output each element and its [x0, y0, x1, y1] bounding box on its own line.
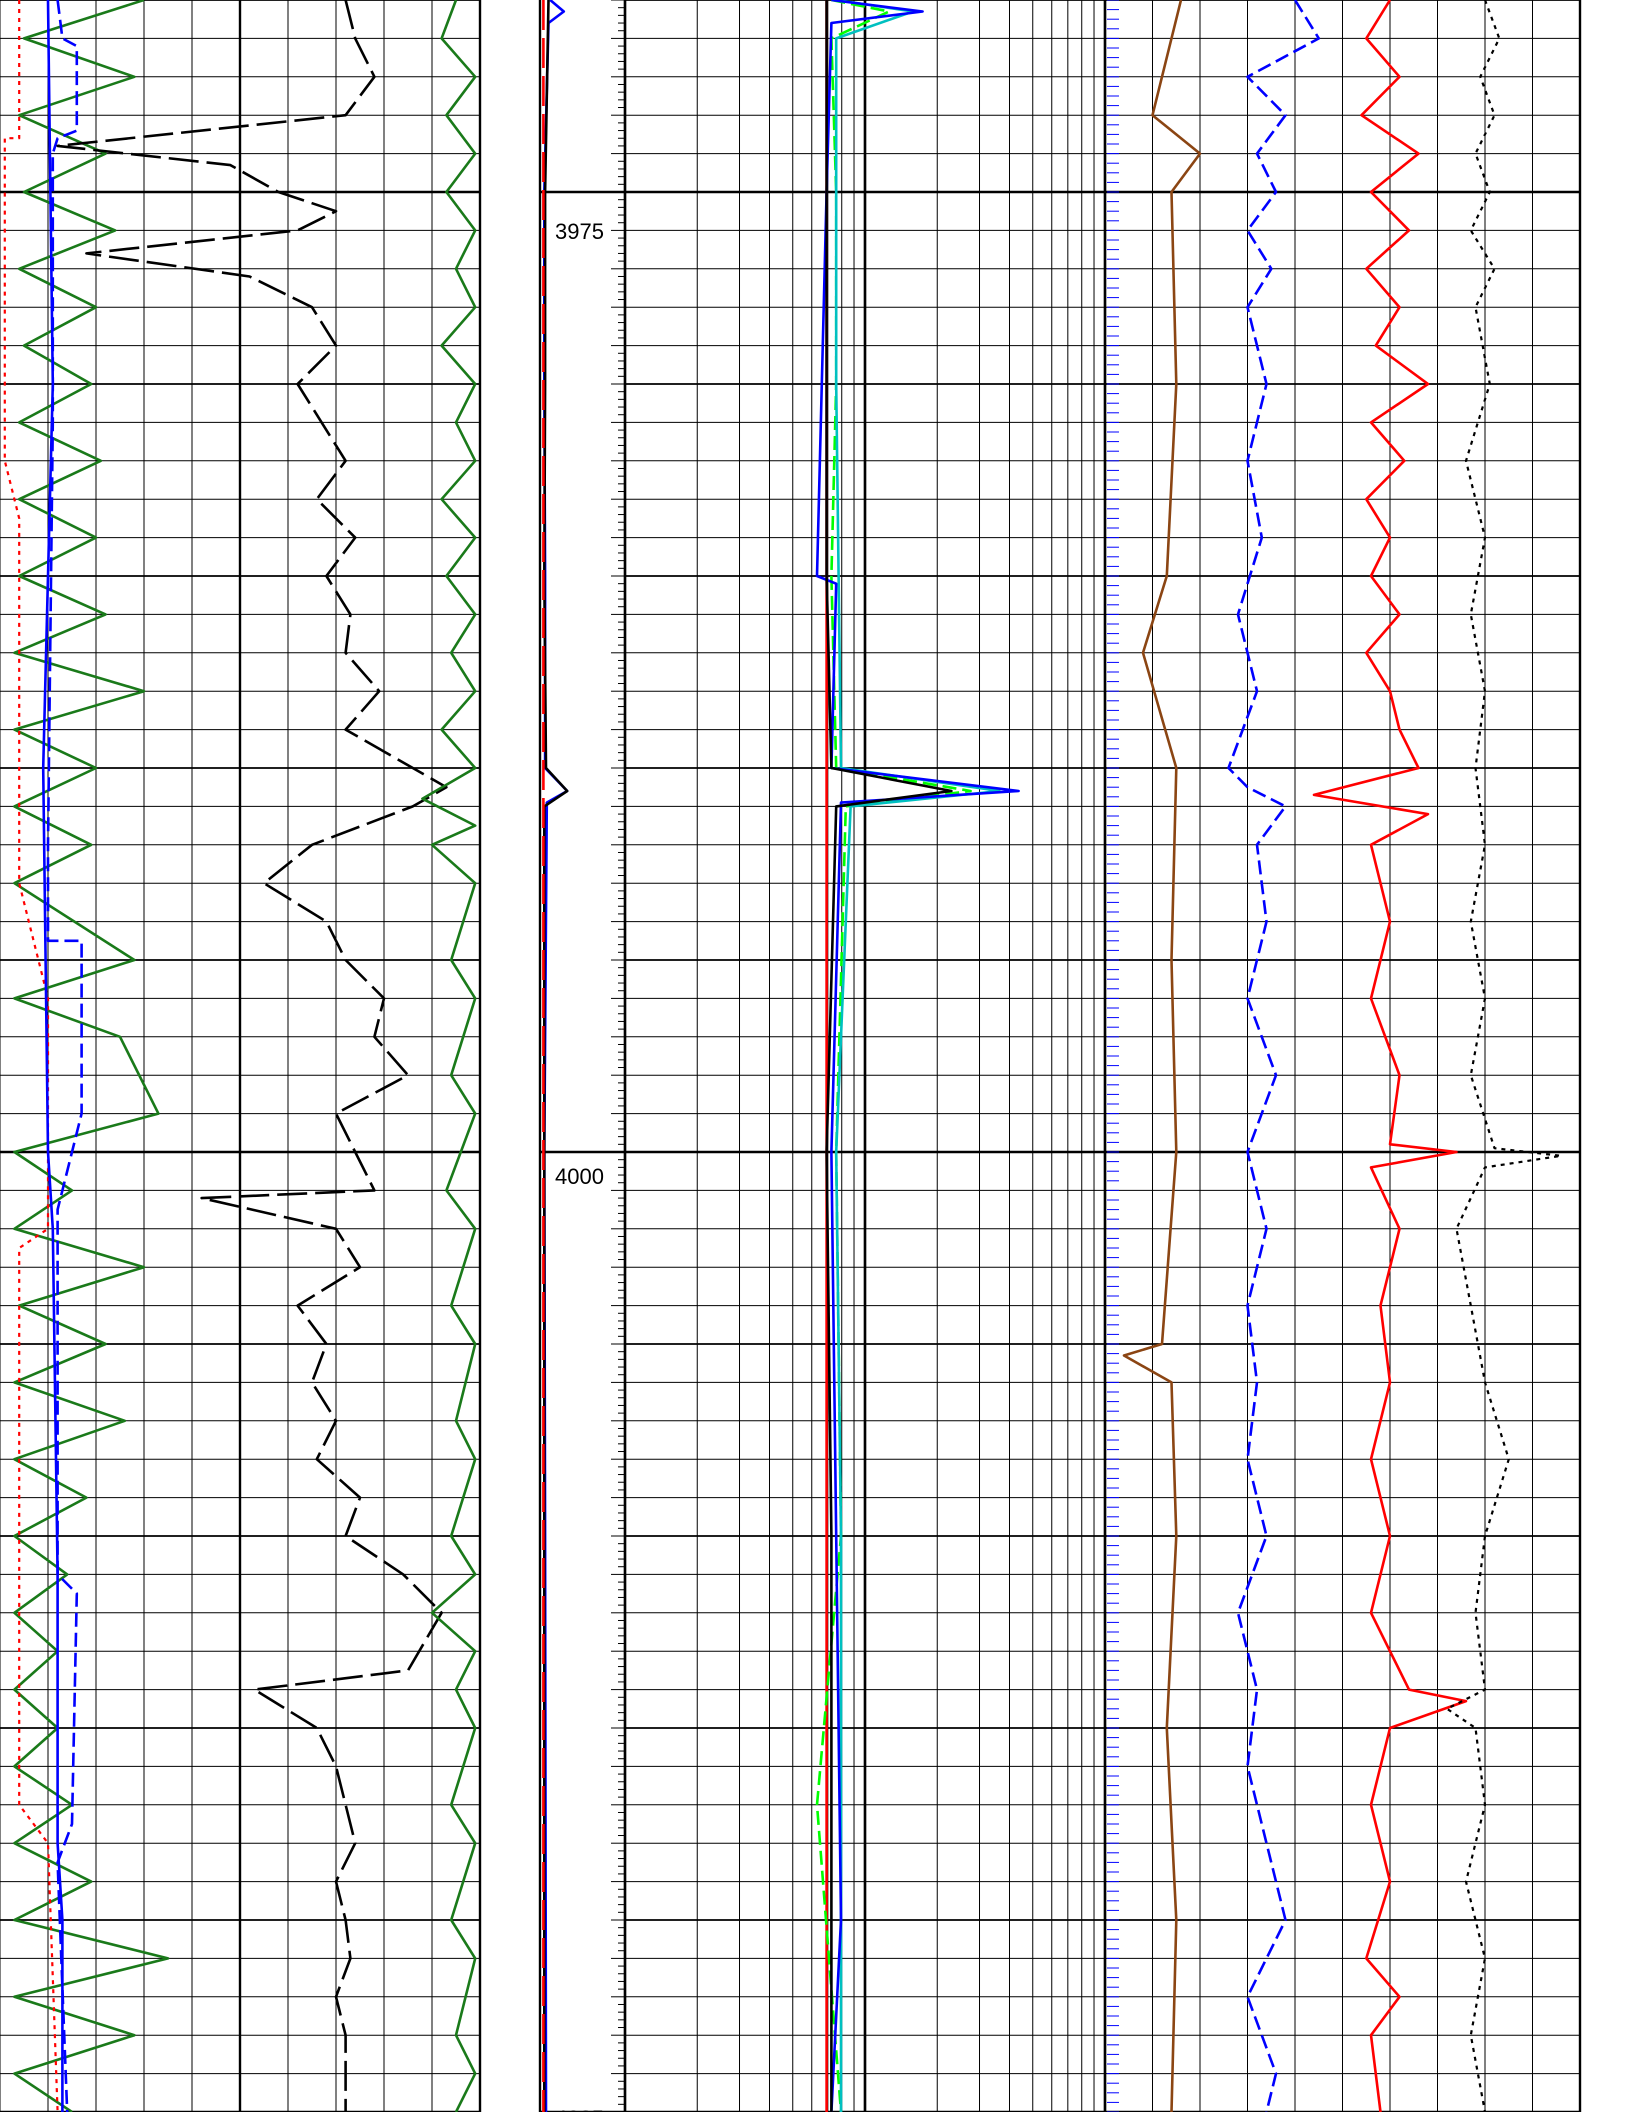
track1-red-curve — [3, 0, 59, 2112]
track1-blue-curve — [41, 0, 64, 2112]
track4-blue-curve — [1227, 0, 1321, 2112]
track3-black-curve — [825, 0, 953, 2112]
depth-tick-label: 3975 — [555, 219, 604, 244]
track1-black-curve — [56, 0, 448, 2112]
track1-green-curve — [13, 0, 170, 2112]
depth-labels: 3975 4000 4025 — [555, 219, 604, 2112]
depth-tick-label: 4000 — [555, 1164, 604, 1189]
track4-brown-curve — [1122, 0, 1202, 2112]
track1-blue-curve — [46, 0, 83, 2112]
track3-blue-curve — [815, 0, 1020, 2112]
curve-layer — [3, 0, 1563, 2112]
depth-tick-label: 4025 — [555, 2106, 604, 2112]
track3-cyan-curve — [834, 0, 1001, 2112]
track4-red-curve — [1312, 0, 1468, 2112]
grid-layer — [0, 0, 1582, 2112]
track4-black-curve — [1445, 0, 1563, 2112]
depth-blue-curve — [542, 0, 569, 2112]
depth-black-curve — [542, 0, 569, 2112]
track1-green-curve — [421, 0, 477, 2112]
